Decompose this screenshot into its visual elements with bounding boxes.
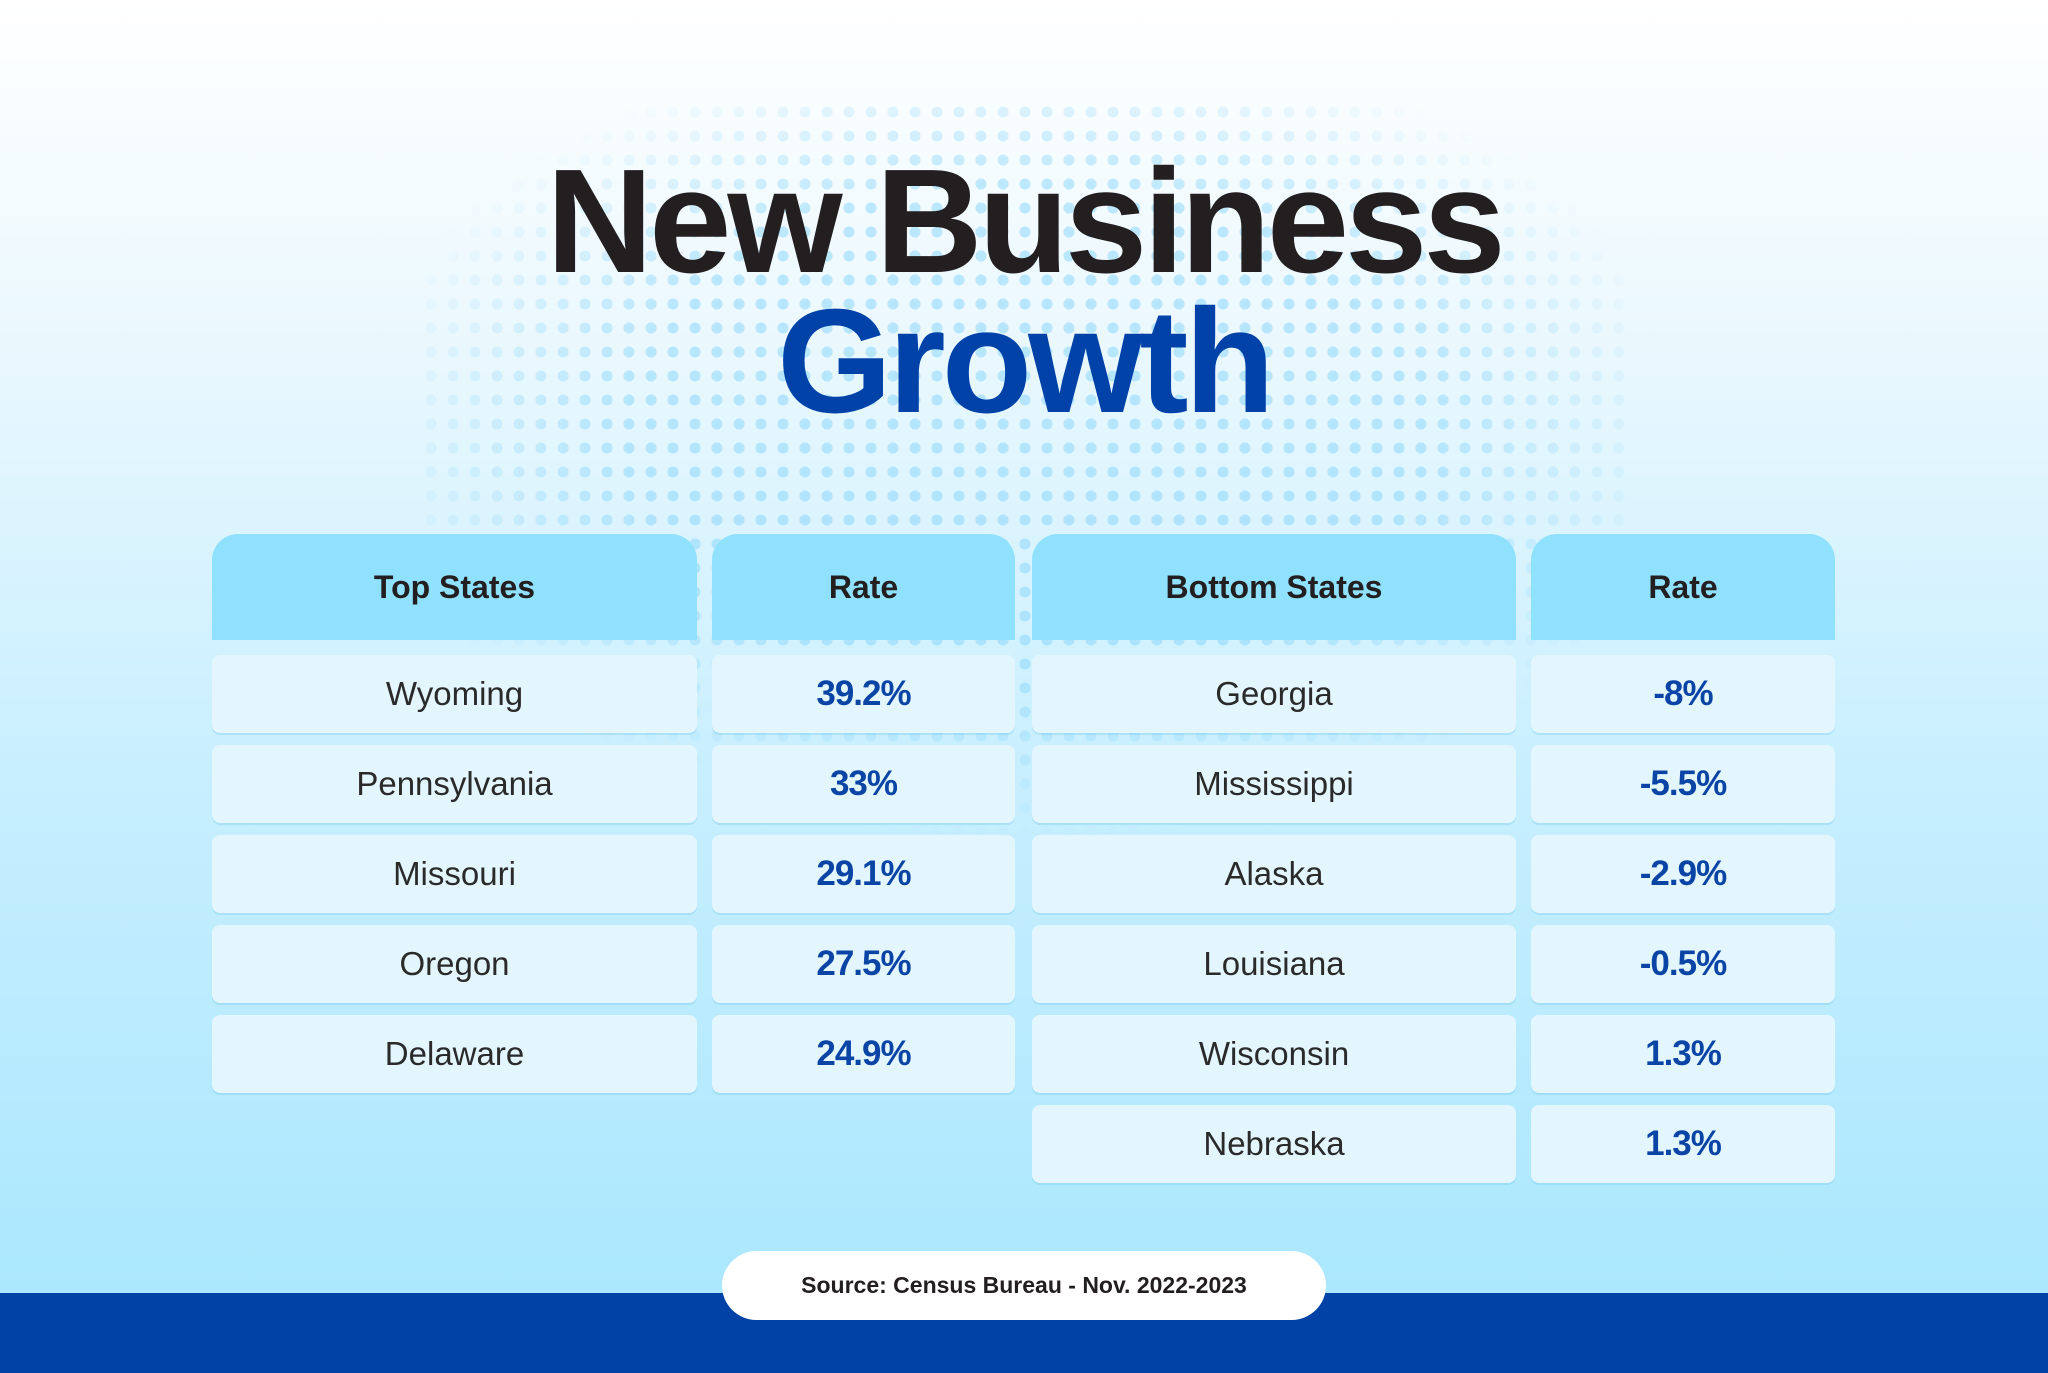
bottom-state-rate: -2.9% xyxy=(1531,835,1835,913)
top-state-rate: 33% xyxy=(712,745,1015,823)
bottom-state-name: Mississippi xyxy=(1032,745,1516,823)
top-state-name: Wyoming xyxy=(212,655,697,733)
bottom-state-name: Georgia xyxy=(1032,655,1516,733)
title-line-2: Growth xyxy=(777,279,1275,444)
header-bottom-rate: Rate xyxy=(1531,534,1835,640)
source-pill: Source: Census Bureau - Nov. 2022-2023 xyxy=(722,1251,1326,1320)
bottom-state-rate: 1.3% xyxy=(1531,1015,1835,1093)
top-state-name: Delaware xyxy=(212,1015,697,1093)
top-state-rate: 27.5% xyxy=(712,925,1015,1003)
top-state-name: Missouri xyxy=(212,835,697,913)
top-state-rate: 29.1% xyxy=(712,835,1015,913)
title-line-1: New Business xyxy=(546,139,1505,304)
bottom-state-name: Nebraska xyxy=(1032,1105,1516,1183)
bottom-state-rate: -5.5% xyxy=(1531,745,1835,823)
bottom-state-rate: -0.5% xyxy=(1531,925,1835,1003)
bottom-state-name: Wisconsin xyxy=(1032,1015,1516,1093)
bottom-state-rate: -8% xyxy=(1531,655,1835,733)
bottom-state-name: Alaska xyxy=(1032,835,1516,913)
bottom-state-name: Louisiana xyxy=(1032,925,1516,1003)
header-top-states: Top States xyxy=(212,534,697,640)
header-top-rate: Rate xyxy=(712,534,1015,640)
bottom-state-rate: 1.3% xyxy=(1531,1105,1835,1183)
header-bottom-states: Bottom States xyxy=(1032,534,1516,640)
top-state-name: Oregon xyxy=(212,925,697,1003)
top-state-rate: 24.9% xyxy=(712,1015,1015,1093)
top-state-rate: 39.2% xyxy=(712,655,1015,733)
top-state-name: Pennsylvania xyxy=(212,745,697,823)
